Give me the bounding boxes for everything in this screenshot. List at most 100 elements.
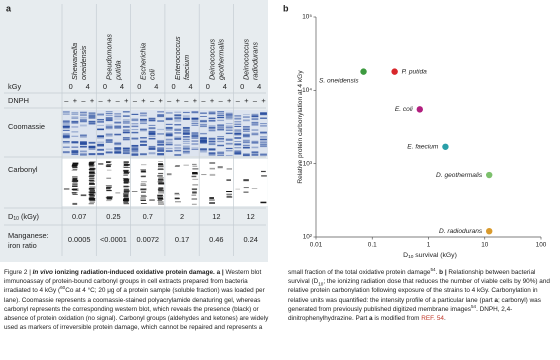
gel-band — [182, 129, 190, 131]
gel-band — [62, 136, 70, 139]
blot-signal — [140, 175, 146, 177]
blot-signal — [141, 175, 146, 177]
gel-band — [71, 122, 79, 124]
gel-band — [174, 114, 182, 116]
gel-band — [182, 139, 190, 140]
gel-band — [62, 133, 70, 135]
gel-band — [114, 133, 122, 135]
point-label: E. faecium — [407, 144, 439, 151]
gel-band — [105, 124, 113, 126]
y-axis-label: Relative protein carbonylation at 4 kGy — [297, 70, 304, 184]
gel-band — [182, 152, 190, 155]
gel-band — [260, 123, 267, 124]
gel-band — [182, 133, 190, 135]
gel-band — [225, 114, 233, 117]
gel-band — [191, 111, 199, 114]
blot-signal — [174, 197, 180, 200]
gel-band — [174, 132, 182, 133]
gel-band — [148, 124, 156, 126]
gel-band — [122, 149, 130, 151]
gel-band — [225, 115, 233, 118]
blot-signal — [123, 172, 130, 175]
gel-band — [114, 125, 122, 128]
gel-band — [242, 140, 250, 142]
gel-band — [174, 120, 182, 122]
gel-band — [157, 148, 165, 149]
caption-segment: Co at 4 °C; 20 μg of a protein sample (s… — [4, 269, 431, 332]
blot-signal — [131, 191, 138, 192]
blot-signal — [123, 169, 129, 172]
row-label: Manganese: — [8, 231, 49, 240]
gel-band — [165, 133, 173, 136]
blot-signal — [72, 202, 78, 205]
gel-band — [225, 113, 233, 116]
gel-band — [114, 147, 122, 150]
gel-band — [80, 134, 87, 136]
gel-band — [182, 136, 190, 138]
gel-band — [105, 112, 113, 114]
blot-signal — [123, 181, 130, 183]
gel-band — [251, 147, 259, 149]
gel-band — [97, 141, 104, 143]
d10-value: 0.07 — [72, 212, 86, 221]
dose-label: 4 — [188, 82, 192, 91]
dose-label: 0 — [103, 82, 107, 91]
blot-signal — [226, 195, 232, 197]
blot-signal — [157, 197, 163, 199]
blot-signal — [89, 173, 96, 175]
blot-signal — [157, 194, 163, 196]
gel-band — [88, 112, 96, 114]
dnph-label: – — [201, 96, 206, 105]
blot-signal — [235, 188, 241, 190]
gel-band — [105, 127, 113, 130]
blot-signal — [89, 168, 96, 170]
panel-label: a — [6, 3, 12, 13]
gel-band — [217, 115, 225, 116]
gel-band — [234, 145, 242, 146]
dnph-label: – — [81, 96, 86, 105]
gel-band — [242, 131, 250, 132]
gel-band — [131, 138, 139, 140]
gel-band — [260, 136, 267, 138]
gel-band — [165, 141, 173, 143]
gel-band — [165, 143, 173, 145]
gel-band — [157, 150, 165, 153]
gel-band — [182, 137, 190, 139]
gel-band — [208, 153, 216, 155]
gel-band — [234, 117, 242, 119]
blot-signal — [72, 178, 78, 179]
blot-signal — [106, 189, 112, 192]
blot-signal — [123, 193, 129, 196]
gel-band — [71, 153, 79, 156]
gel-band — [260, 132, 267, 135]
blot-signal — [106, 199, 112, 202]
blot-signal — [72, 166, 78, 169]
d10-value: 12 — [212, 212, 220, 221]
blot-signal — [106, 188, 111, 190]
blot-signal — [123, 201, 129, 204]
gel-band — [251, 146, 259, 148]
gel-band — [242, 120, 250, 122]
gel-band — [122, 150, 130, 153]
gel-band — [208, 142, 216, 145]
gel-band — [97, 114, 104, 116]
blot-signal — [123, 174, 128, 176]
gel-band — [131, 119, 139, 122]
gel-band — [174, 147, 182, 149]
blot-signal — [71, 192, 77, 193]
gel-band — [122, 129, 130, 131]
gel-band — [191, 147, 199, 149]
blot-signal — [192, 189, 197, 191]
blot-signal — [72, 179, 79, 182]
gel-band — [114, 126, 122, 129]
gel-band — [71, 145, 79, 148]
gel-band — [80, 120, 87, 123]
gel-band — [208, 152, 216, 154]
gel-band — [97, 137, 104, 139]
gel-band — [182, 147, 190, 150]
gel-band — [62, 121, 70, 124]
gel-band — [191, 117, 199, 120]
gel-band — [174, 115, 182, 117]
blot-signal — [158, 187, 164, 190]
